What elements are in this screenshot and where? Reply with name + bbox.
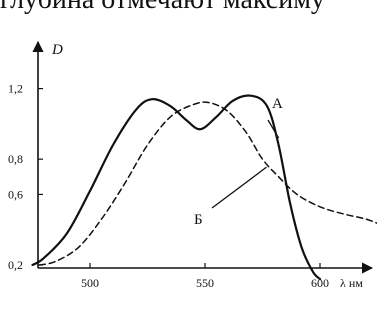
x-axis-title: λ нм [340,276,363,290]
y-tick-label: 0,2 [8,258,23,272]
y-axis-title: D [51,42,63,58]
series-a-label: А [272,96,283,112]
series-b-label: Б [194,212,203,228]
y-tick-label: 1,2 [8,82,23,96]
series-line-a [31,94,322,281]
x-tick-label: 550 [196,276,214,290]
x-tick-label: 500 [81,276,99,290]
axes: D λ нм [32,40,374,290]
y-tick-label: 0,8 [8,152,23,166]
series-labels: АБ [194,96,283,228]
series-line-b [38,101,377,266]
series-b-leader-line [211,166,267,209]
y-tick-label: 0,6 [8,187,23,201]
x-tick-label: 600 [311,276,329,290]
axis-ticks: 500 550 600 0,2 0,6 0,8 1,2 [8,82,329,290]
series-a-leader-line [267,119,280,139]
series [31,94,377,281]
header-text: глубина отмечают максиму [0,0,377,17]
